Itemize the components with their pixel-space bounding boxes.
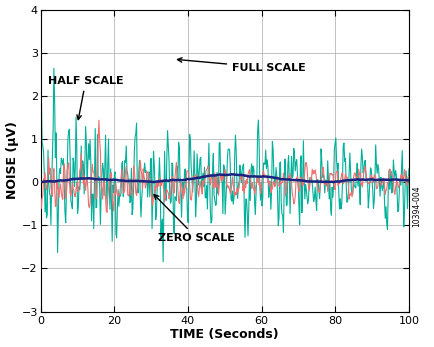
- Text: HALF SCALE: HALF SCALE: [48, 76, 123, 120]
- X-axis label: TIME (Seconds): TIME (Seconds): [170, 329, 279, 341]
- Text: ZERO SCALE: ZERO SCALE: [154, 195, 235, 243]
- Text: FULL SCALE: FULL SCALE: [177, 58, 305, 73]
- Y-axis label: NOISE (μV): NOISE (μV): [6, 121, 19, 200]
- Text: 10394-004: 10394-004: [411, 185, 421, 227]
